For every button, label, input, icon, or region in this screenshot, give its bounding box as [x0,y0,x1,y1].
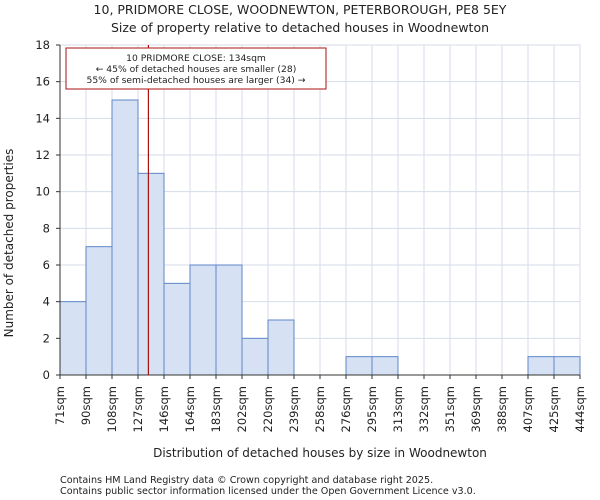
bar-164sqm [189,264,217,376]
x-tick-label: 313sqm [391,386,405,432]
x-tick-label: 295sqm [365,386,379,432]
y-tick-label: 16 [35,75,50,89]
y-tick-label: 0 [43,368,50,382]
bar-276sqm [345,356,373,376]
x-tick-label: 369sqm [469,386,483,432]
y-tick-label: 6 [43,258,50,272]
x-tick-label: 202sqm [235,386,249,432]
y-tick-label: 10 [35,185,50,199]
x-tick-label: 444sqm [573,386,587,432]
x-tick-label: 239sqm [287,386,301,432]
bar-220sqm [267,319,295,376]
annotation-line-1: 10 PRIDMORE CLOSE: 134sqm [126,53,266,64]
x-tick-label: 388sqm [495,386,509,432]
bar-127sqm [137,172,165,376]
x-tick-label: 332sqm [417,386,431,432]
x-tick-label: 108sqm [105,386,119,432]
bar-71sqm [59,301,87,376]
chart-title: 10, PRIDMORE CLOSE, WOODNEWTON, PETERBOR… [94,2,507,17]
x-tick-labels: 71sqm 90sqm 108sqm 127sqm 146sqm 164sqm 183sqm… [53,386,587,432]
x-tick-label: 425sqm [547,386,561,432]
y-tick-labels: 0 2 4 6 8 10 12 14 16 18 [35,38,50,382]
bar-407sqm [527,356,555,376]
x-tick-label: 220sqm [261,386,275,432]
footer-line-1: Contains HM Land Registry data © Crown c… [60,475,433,486]
bar-183sqm [215,264,243,376]
annotation-line-2: ← 45% of detached houses are smaller (28… [96,64,297,75]
y-tick-label: 18 [35,38,50,52]
chart-subtitle: Size of property relative to detached ho… [111,20,489,35]
axes [56,44,581,379]
bar-group [59,99,581,376]
x-tick-label: 258sqm [313,386,327,432]
x-tick-label: 183sqm [209,386,223,432]
y-tick-label: 4 [43,295,50,309]
x-tick-label: 276sqm [339,386,353,432]
bar-108sqm [111,99,139,376]
x-tick-label: 127sqm [131,386,145,432]
annotation-box: 10 PRIDMORE CLOSE: 134sqm ← 45% of detac… [65,47,327,90]
bar-295sqm [371,356,399,376]
x-tick-label: 146sqm [157,386,171,432]
bar-202sqm [241,337,269,376]
bar-146sqm [163,282,191,376]
x-axis-label: Distribution of detached houses by size … [153,446,487,460]
x-tick-label: 164sqm [183,386,197,432]
bar-90sqm [85,246,113,376]
footer-line-2: Contains public sector information licen… [60,486,476,497]
y-tick-label: 8 [43,221,50,235]
x-tick-label: 351sqm [443,386,457,432]
x-tick-label: 90sqm [79,386,93,425]
annotation-line-3: 55% of semi-detached houses are larger (… [86,75,305,86]
y-axis-label: Number of detached properties [2,149,16,338]
bar-425sqm [553,356,581,376]
x-tick-label: 407sqm [521,386,535,432]
y-tick-label: 2 [43,331,50,345]
x-tick-label: 71sqm [53,386,67,425]
y-tick-label: 12 [35,148,50,162]
y-tick-label: 14 [35,111,50,125]
